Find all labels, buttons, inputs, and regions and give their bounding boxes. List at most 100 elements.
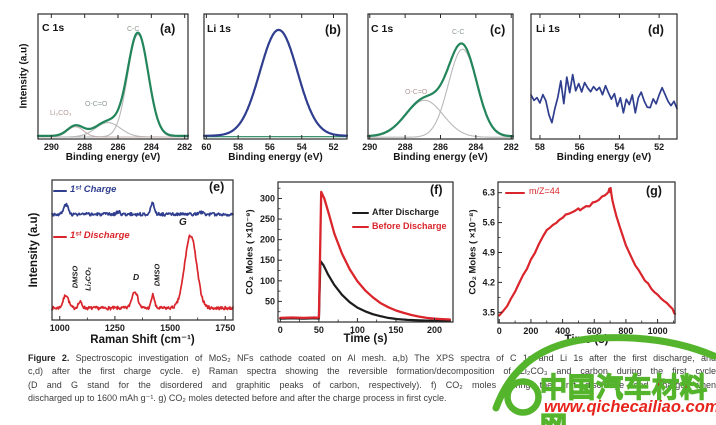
svg-text:288: 288 — [398, 142, 413, 152]
svg-text:300: 300 — [260, 193, 275, 203]
peak-label-d-band: D — [133, 272, 140, 282]
panel-g-tag: (g) — [646, 184, 662, 198]
panel-a-title: C 1s — [42, 22, 65, 34]
svg-text:1250: 1250 — [105, 323, 125, 333]
panel-g-plot: 0 200 400 600 800 1000 3.5 4.2 4.9 5.6 6.3 — [482, 181, 677, 336]
peak-label-li2co3: Li₂CO₃ — [83, 267, 93, 291]
panel-c-title: C 1s — [371, 23, 394, 35]
legend-label-charge: 1ˢᵗ Charge — [70, 184, 117, 195]
panel-d-tag: (d) — [648, 23, 664, 37]
panel-c-tag: (c) — [490, 23, 506, 37]
panel-a-xlabel: Binding energy (eV) — [65, 152, 161, 163]
panel-f-plot: 0 50 100 150 200 50 100 150 200 250 300 — [260, 181, 454, 335]
peak-label-li2co3: Li₂CO₃ — [50, 110, 72, 117]
svg-text:58: 58 — [535, 142, 545, 152]
svg-text:284: 284 — [144, 142, 159, 152]
svg-text:54: 54 — [614, 142, 624, 152]
panel-d-xlabel: Binding energy (eV) — [556, 152, 652, 163]
panel-b-xlabel: Binding energy (eV) — [228, 152, 323, 163]
caption-line-3: (D and G stand for the disordered and gr… — [28, 379, 716, 390]
svg-text:1000: 1000 — [648, 326, 668, 336]
panel-e: 1000 1250 1500 1750 (e) 1ˢᵗ Charge 1ˢᵗ Disc… — [20, 172, 265, 352]
legend-label-before-discharge: Before Discharge — [372, 221, 447, 231]
peak-label-dmso-1: DMSO — [70, 265, 80, 289]
svg-text:4.2: 4.2 — [482, 277, 495, 287]
peak-label-oco: O-C=O — [85, 101, 108, 108]
peak-label-cc: C-C — [452, 29, 465, 36]
svg-text:100: 100 — [350, 325, 365, 335]
panel-b-title: Li 1s — [207, 23, 231, 35]
panel-g: 0 200 400 600 800 1000 3.5 4.2 4.9 5.6 6.3 (g) m/Z… — [465, 172, 716, 352]
svg-text:6.3: 6.3 — [482, 188, 495, 198]
svg-text:250: 250 — [260, 214, 275, 224]
svg-text:290: 290 — [362, 142, 377, 152]
panel-b: 60 58 56 54 52 Li 1s (b) Binding energy (eV) — [195, 0, 360, 170]
caption-line-1-text: Spectroscopic investigation of MoS₂ NFs … — [75, 353, 716, 363]
panel-e-xlabel: Raman Shift (cm⁻¹) — [90, 334, 195, 346]
svg-text:200: 200 — [427, 325, 442, 335]
svg-text:0: 0 — [497, 326, 502, 336]
caption-line-4: discharged up to 1600 mAh g⁻¹. g) CO₂ mo… — [28, 393, 447, 404]
panel-a-ylabel: Intensity (a.u) — [18, 43, 30, 109]
figure-caption: Figure 2. Spectroscopic investigation of… — [28, 352, 716, 406]
svg-text:282: 282 — [177, 142, 192, 152]
panel-b-tag: (b) — [325, 23, 341, 37]
legend-line-discharge — [53, 236, 67, 239]
panel-e-tag: (e) — [209, 180, 225, 194]
panel-b-plot: 60 58 56 54 52 — [201, 13, 349, 152]
svg-text:286: 286 — [110, 142, 125, 152]
legend-label-discharge: 1ˢᵗ Discharge — [70, 230, 130, 241]
panel-f: 0 50 100 150 200 50 100 150 200 250 300 (f) After … — [240, 172, 455, 352]
svg-text:50: 50 — [314, 325, 324, 335]
svg-text:1000: 1000 — [50, 323, 70, 333]
panel-e-ylabel: Intensity (a.u) — [28, 212, 40, 288]
peak-label-dmso-2: DMSO — [152, 263, 162, 287]
svg-text:1500: 1500 — [160, 323, 180, 333]
panel-a-tag: (a) — [160, 22, 176, 36]
panel-g-ylabel: CO₂ Moles ( ×10⁻⁸) — [467, 209, 479, 295]
svg-text:3.5: 3.5 — [482, 307, 495, 317]
svg-text:200: 200 — [260, 235, 275, 245]
svg-text:800: 800 — [618, 326, 633, 336]
svg-text:52: 52 — [654, 142, 664, 152]
caption-figure-label: Figure 2. — [28, 353, 70, 363]
legend-line-mz44 — [505, 192, 525, 195]
panel-f-tag: (f) — [430, 183, 443, 197]
panel-d-plot: 58 56 54 52 — [530, 13, 678, 152]
legend-label-after-discharge: After Discharge — [372, 207, 440, 217]
svg-text:288: 288 — [77, 142, 92, 152]
peak-label-cc: C-C — [127, 26, 140, 33]
svg-text:150: 150 — [388, 325, 403, 335]
panel-e-plot: 1000 1250 1500 1750 — [50, 179, 235, 333]
panel-f-xlabel: Time (s) — [343, 333, 388, 345]
svg-text:50: 50 — [265, 296, 275, 306]
svg-text:290: 290 — [44, 142, 59, 152]
panel-c-plot: 290 288 286 284 282 — [362, 13, 519, 152]
panel-d: 58 56 54 52 Li 1s (d) Binding energy (eV) — [525, 0, 716, 170]
caption-line-2: c,d) after the first charge cycle. e) Ra… — [28, 366, 716, 377]
panel-c: 290 288 286 284 282 C 1s (c) O-C=O C-C Bindi… — [360, 0, 525, 170]
panel-a: 290 288 286 284 282 C 1s (a) Li₂CO₃ O-C=O C-… — [0, 0, 195, 170]
svg-text:284: 284 — [468, 142, 483, 152]
peak-label-g-band: G — [179, 217, 187, 228]
svg-text:5.6: 5.6 — [482, 218, 495, 228]
legend-line-after-discharge — [352, 212, 369, 215]
svg-text:54: 54 — [297, 142, 307, 152]
svg-text:56: 56 — [265, 142, 275, 152]
svg-text:286: 286 — [433, 142, 448, 152]
panel-f-ylabel: CO₂ Moles ( ×10⁻⁹) — [244, 209, 256, 295]
svg-text:1750: 1750 — [215, 323, 235, 333]
svg-text:100: 100 — [260, 276, 275, 286]
caption-line-1: Figure 2. Spectroscopic investigation of… — [28, 352, 716, 365]
svg-text:200: 200 — [523, 326, 538, 336]
panel-d-title: Li 1s — [536, 23, 560, 35]
svg-text:58: 58 — [233, 142, 243, 152]
svg-text:282: 282 — [504, 142, 519, 152]
peak-label-oco: O-C=O — [405, 89, 428, 96]
svg-text:600: 600 — [587, 326, 602, 336]
legend-line-charge — [53, 190, 67, 193]
svg-text:4.9: 4.9 — [482, 248, 495, 258]
legend-label-mz44: m/Z=44 — [529, 186, 560, 196]
svg-text:0: 0 — [278, 325, 283, 335]
